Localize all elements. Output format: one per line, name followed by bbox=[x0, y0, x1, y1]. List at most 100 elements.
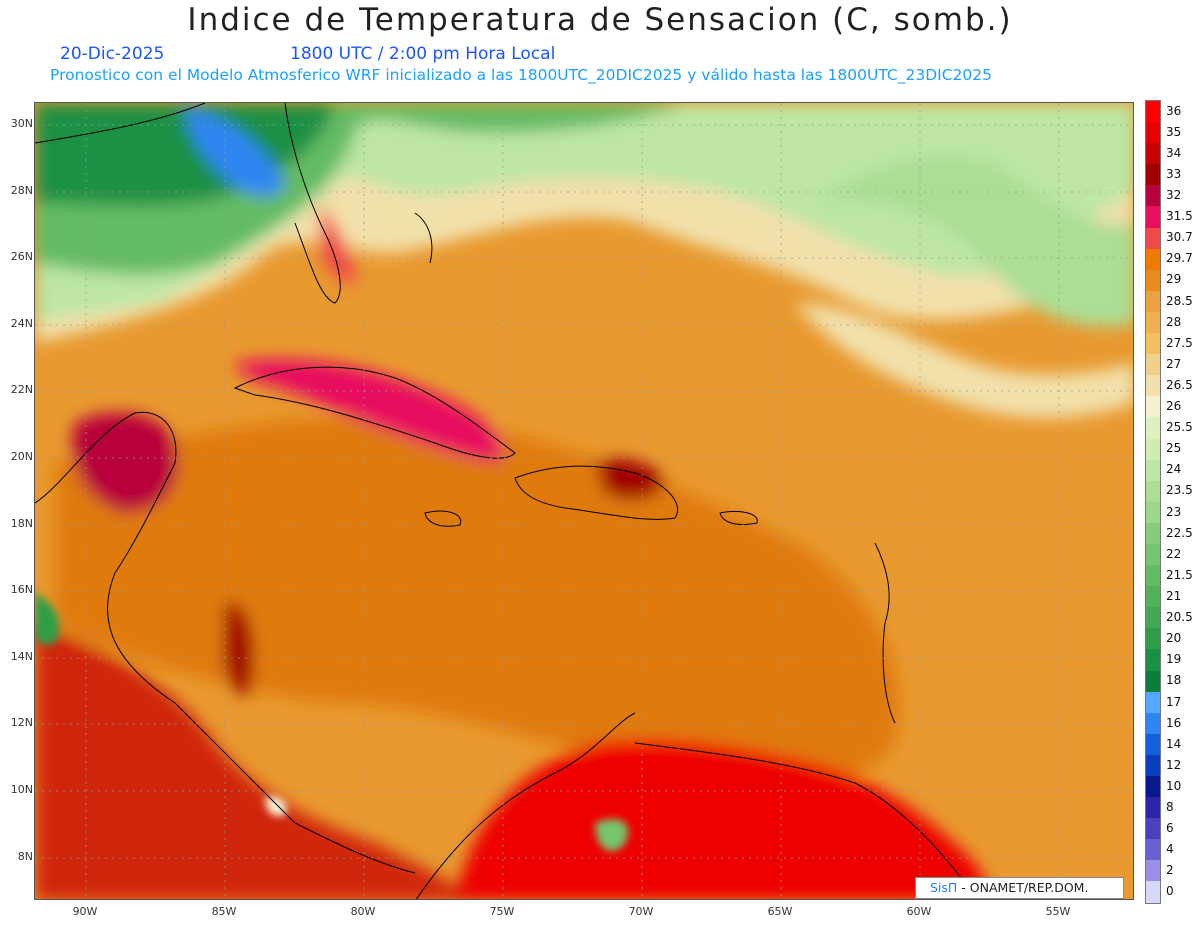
colorbar-label: 21 bbox=[1166, 588, 1182, 603]
colorbar-label: 30.7 bbox=[1166, 230, 1193, 245]
lon-label: 70W bbox=[628, 905, 654, 918]
lat-label: 16N bbox=[10, 583, 33, 596]
colorbar-label: 36 bbox=[1166, 103, 1182, 118]
credit-text: - ONAMET/REP.DOM. bbox=[957, 880, 1089, 895]
colorbar-label: 28.5 bbox=[1166, 293, 1193, 308]
lat-label: 24N bbox=[10, 317, 33, 330]
colorbar-segment bbox=[1146, 206, 1160, 228]
colorbar-segment bbox=[1146, 164, 1160, 186]
colorbar-label: 22 bbox=[1166, 546, 1182, 561]
colorbar-segment bbox=[1146, 839, 1160, 861]
colorbar-label: 28 bbox=[1166, 314, 1182, 329]
colorbar-label: 16 bbox=[1166, 715, 1182, 730]
lat-label: 22N bbox=[10, 383, 33, 396]
lat-label: 14N bbox=[10, 650, 33, 663]
colorbar-segment bbox=[1146, 733, 1160, 755]
colorbar-segment bbox=[1146, 417, 1160, 439]
colorbar-label: 14 bbox=[1166, 736, 1182, 751]
colorbar-segment bbox=[1146, 670, 1160, 692]
colorbar-label: 17 bbox=[1166, 694, 1182, 709]
coastlines bbox=[35, 103, 966, 899]
cool-costa-rica bbox=[265, 796, 287, 817]
hot-cuba bbox=[235, 359, 503, 463]
colorbar-segment bbox=[1146, 143, 1160, 165]
credit-brand: SisΠ bbox=[930, 880, 958, 895]
colorbar-segment bbox=[1146, 543, 1160, 566]
lon-label: 55W bbox=[1045, 905, 1071, 918]
colorbar-label: 27 bbox=[1166, 356, 1182, 371]
lat-label: 18N bbox=[10, 517, 33, 530]
band-23 bbox=[815, 155, 1133, 327]
colorbar-segment bbox=[1146, 227, 1160, 249]
colorbar-label: 20.5 bbox=[1166, 610, 1193, 625]
lat-label: 12N bbox=[10, 716, 33, 729]
colorbar-label: 29.7 bbox=[1166, 251, 1193, 266]
lat-label: 8N bbox=[17, 850, 33, 863]
colorbar-label: 18 bbox=[1166, 673, 1182, 688]
colorbar-label: 23.5 bbox=[1166, 483, 1193, 498]
colorbar-segment bbox=[1146, 501, 1160, 523]
forecast-description: Pronostico con el Modelo Atmosferico WRF… bbox=[50, 66, 992, 84]
colorbar-label: 26 bbox=[1166, 399, 1182, 414]
colorbar-label: 10 bbox=[1166, 778, 1182, 793]
colorbar-label: 32 bbox=[1166, 187, 1182, 202]
lon-label: 80W bbox=[350, 905, 376, 918]
lat-label: 26N bbox=[10, 250, 33, 263]
hot-south-america bbox=[455, 739, 994, 899]
cool-spot bbox=[185, 108, 285, 197]
colorbar-segment bbox=[1146, 607, 1160, 629]
credit-box: SisΠ - ONAMET/REP.DOM. bbox=[915, 877, 1124, 899]
hot-yucatan bbox=[72, 412, 178, 513]
forecast-time: 1800 UTC / 2:00 pm Hora Local bbox=[290, 44, 556, 64]
colorbar-segment bbox=[1146, 712, 1160, 734]
colorbar-segment bbox=[1146, 311, 1160, 334]
colorbar-segment bbox=[1146, 797, 1160, 819]
colorbar-label: 25 bbox=[1166, 441, 1182, 456]
colorbar-segment bbox=[1146, 754, 1160, 776]
colorbar-label: 8 bbox=[1166, 800, 1174, 815]
lon-label: 90W bbox=[72, 905, 98, 918]
colorbar-label: 33 bbox=[1166, 166, 1182, 181]
lon-label: 65W bbox=[767, 905, 793, 918]
heat-index-map bbox=[34, 102, 1134, 900]
colorbar-segment bbox=[1146, 290, 1160, 312]
colorbar-segment bbox=[1146, 354, 1160, 376]
colorbar-segment bbox=[1146, 565, 1160, 587]
lon-label: 60W bbox=[906, 905, 932, 918]
map-canvas bbox=[35, 103, 1133, 899]
colorbar-label: 12 bbox=[1166, 757, 1182, 772]
colorbar-label: 6 bbox=[1166, 821, 1174, 836]
lon-label: 85W bbox=[211, 905, 237, 918]
cool-andes bbox=[595, 819, 629, 852]
colorbar-segment bbox=[1146, 269, 1160, 291]
colorbar-segment bbox=[1146, 649, 1160, 671]
colorbar-segment bbox=[1146, 375, 1160, 397]
colorbar-label: 31.5 bbox=[1166, 209, 1193, 224]
colorbar-label: 4 bbox=[1166, 842, 1174, 857]
colorbar-segment bbox=[1146, 776, 1160, 798]
colorbar-segment bbox=[1146, 860, 1160, 882]
colorbar-label: 27.5 bbox=[1166, 335, 1193, 350]
colorbar-label: 24 bbox=[1166, 462, 1182, 477]
colorbar-segment bbox=[1146, 101, 1160, 123]
colorbar-segment bbox=[1146, 522, 1160, 544]
cool-guatemala bbox=[35, 593, 59, 645]
colorbar-label: 21.5 bbox=[1166, 567, 1193, 582]
lat-label: 10N bbox=[10, 783, 33, 796]
warm-florida bbox=[320, 203, 355, 284]
colorbar bbox=[1145, 100, 1161, 904]
colorbar-label: 29 bbox=[1166, 272, 1182, 287]
colorbar-segment bbox=[1146, 480, 1160, 502]
lon-label: 75W bbox=[489, 905, 515, 918]
colorbar-label: 0 bbox=[1166, 884, 1174, 899]
colorbar-segment bbox=[1146, 438, 1160, 460]
lat-label: 28N bbox=[10, 184, 33, 197]
colorbar-label: 25.5 bbox=[1166, 420, 1193, 435]
lat-label: 30N bbox=[10, 117, 33, 130]
colorbar-label: 34 bbox=[1166, 145, 1182, 160]
graticule bbox=[35, 103, 1133, 899]
hot-honduras bbox=[223, 602, 254, 696]
colorbar-segment bbox=[1146, 586, 1160, 608]
colorbar-segment bbox=[1146, 459, 1160, 481]
colorbar-segment bbox=[1146, 818, 1160, 840]
